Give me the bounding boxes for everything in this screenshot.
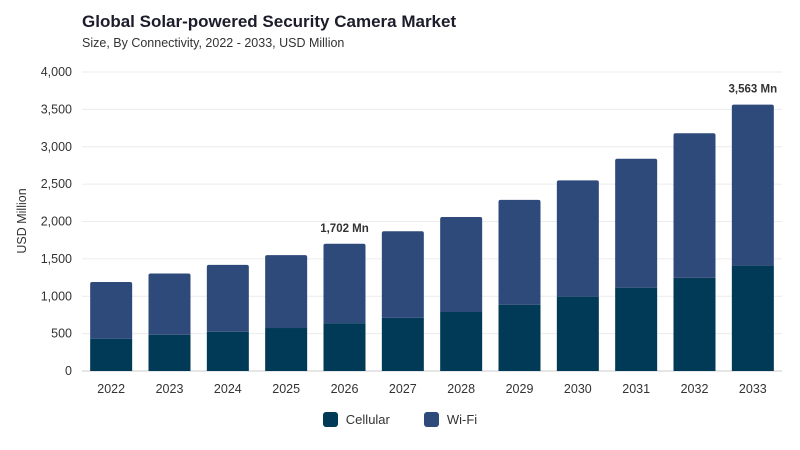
bar-cellular-2022[interactable] [90,338,133,371]
y-tick-label: 1,000 [41,289,72,303]
bar-wi-fi-2033[interactable] [731,104,774,266]
legend-item-cellular[interactable]: Cellular [322,412,390,427]
x-tick-label: 2024 [214,382,242,396]
bar-cellular-2030[interactable] [556,296,599,371]
x-tick-label: 2031 [622,382,650,396]
bar-cellular-2029[interactable] [498,304,541,371]
y-tick-label: 0 [65,364,72,378]
bar-wi-fi-2031[interactable] [615,158,658,288]
x-tick-label: 2033 [739,382,767,396]
grid-lines [82,71,782,372]
bar-wi-fi-2022[interactable] [90,282,133,339]
bar-wi-fi-2026[interactable] [323,243,366,324]
bar-wi-fi-2024[interactable] [206,264,249,332]
x-tick-label: 2030 [564,382,592,396]
x-tick-label: 2025 [272,382,300,396]
annotations: 1,702 Mn 3,563 Mn [320,84,777,235]
x-tick-label: 2023 [156,382,184,396]
y-tick-label: 3,000 [41,140,72,154]
legend-label-cellular: Cellular [345,412,390,427]
bar-cellular-2027[interactable] [381,317,424,371]
data-label-2026: 1,702 Mn [320,223,369,235]
bar-wi-fi-2023[interactable] [148,273,191,335]
x-tick-label: 2022 [97,382,125,396]
bar-wi-fi-2030[interactable] [556,180,599,297]
chart-subtitle: Size, By Connectivity, 2022 - 2033, USD … [82,36,345,50]
y-tick-label: 4,000 [41,65,72,79]
bar-cellular-2032[interactable] [673,277,716,371]
y-tick-label: 2,000 [41,215,72,229]
y-axis-ticks: 0 500 1,000 1,500 2,000 2,500 3,000 3,500 4,000 [41,65,72,378]
legend-swatch-cellular [322,412,338,427]
chart-title: Global Solar-powered Security Camera Mar… [82,12,457,31]
bar-wi-fi-2028[interactable] [440,217,483,312]
y-tick-label: 2,500 [41,177,72,191]
legend: Cellular Wi-Fi [0,412,800,427]
bar-cellular-2031[interactable] [615,287,658,371]
bar-chart: 05001,0001,5002,0002,5003,0003,5004,000 … [15,65,782,396]
y-axis-label: USD Million [15,188,29,253]
legend-swatch-wifi [423,412,439,427]
bar-cellular-2026[interactable] [323,323,366,371]
x-tick-label: 2026 [331,382,359,396]
bar-wi-fi-2029[interactable] [498,199,541,305]
bar-cellular-2025[interactable] [265,328,308,371]
bar-wi-fi-2027[interactable] [381,231,424,318]
bar-wi-fi-2025[interactable] [265,255,308,329]
x-axis-ticks: 2022 2023 2024 2025 2026 2027 2028 2029 2030 2031… [97,382,767,396]
bar-cellular-2023[interactable] [148,334,191,371]
y-tick-label: 500 [51,327,72,341]
y-tick-label: 3,500 [41,102,72,116]
x-tick-label: 2029 [506,382,534,396]
legend-label-wifi: Wi-Fi [446,412,478,427]
y-tick-label: 1,500 [41,252,72,266]
bar-cellular-2028[interactable] [440,311,483,371]
bar-wi-fi-2032[interactable] [673,133,716,278]
bar-cellular-2024[interactable] [206,331,249,371]
x-tick-label: 2028 [447,382,475,396]
bar-cellular-2033[interactable] [731,265,774,371]
bars [90,104,774,371]
x-tick-label: 2032 [681,382,709,396]
legend-item-wifi[interactable]: Wi-Fi [423,412,478,427]
x-tick-label: 2027 [389,382,417,396]
data-label-2033: 3,563 Mn [729,84,778,96]
